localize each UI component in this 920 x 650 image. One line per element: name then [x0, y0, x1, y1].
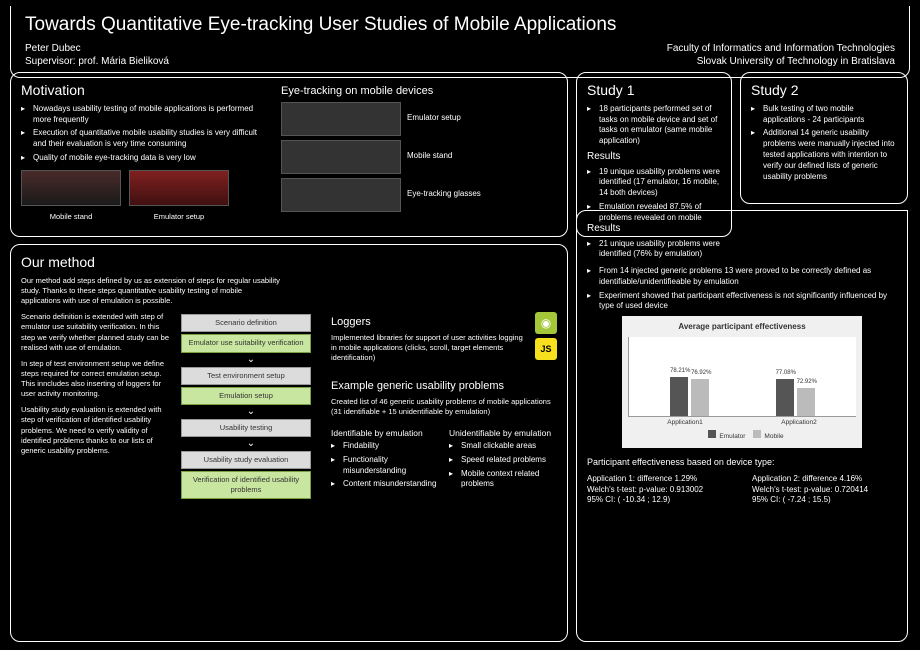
flow-step: Scenario definition [181, 314, 311, 332]
flow-step: Test environment setup [181, 367, 311, 385]
motivation-bullet: Nowadays usability testing of mobile app… [21, 104, 271, 126]
example-text: Created list of 46 generic usability pro… [331, 397, 557, 417]
motivation-title: Motivation [21, 81, 271, 100]
flow-step: Usability study evaluation [181, 451, 311, 469]
logger-icons: ◉ JS [535, 312, 557, 360]
poster-title: Towards Quantitative Eye-tracking User S… [25, 12, 895, 38]
ident-head: Identifiable by emulation [331, 428, 439, 439]
devices-heading: Eye-tracking on mobile devices [281, 84, 557, 99]
method-flow: Scenario definition Emulator use suitabi… [181, 312, 321, 501]
chevron-down-icon: ⌄ [181, 355, 321, 365]
identifiable-col: Identifiable by emulation Findability Fu… [331, 424, 439, 494]
stats-line: Welch's t-test: p-value: 0.913002 [587, 485, 732, 496]
poster-root: Towards Quantitative Eye-tracking User S… [0, 0, 920, 650]
stats-app1: Application 1: difference 1.29% Welch's … [587, 474, 732, 506]
study2-bullet: Additional 14 generic usability problems… [751, 128, 897, 182]
motivation-bullet: Quality of mobile eye-tracking data is v… [21, 153, 271, 164]
method-intro: Our method add steps defined by us as ex… [21, 276, 281, 306]
results-bullet: Experiment showed that participant effec… [587, 291, 897, 313]
android-icon: ◉ [535, 312, 557, 334]
header-left: Peter Dubec Supervisor: prof. Mária Biel… [25, 42, 169, 69]
unidentifiable-col: Unidentifiable by emulation Small clicka… [449, 424, 557, 494]
study2-panel: Study 2 Bulk testing of two mobile appli… [740, 72, 908, 204]
stats-line: Application 1: difference 1.29% [587, 474, 732, 485]
method-panel: Our method Our method add steps defined … [10, 244, 568, 642]
motivation-bullet: Execution of quantitative mobile usabili… [21, 128, 271, 150]
study1-bullet: 18 participants performed set of tasks o… [587, 104, 721, 147]
stats-line: 95% CI: ( -7.24 ; 15.5) [752, 495, 897, 506]
image-emulator-setup: Emulator setup [129, 170, 229, 222]
stats-line: 95% CI: ( -10.34 ; 12.9) [587, 495, 732, 506]
chevron-down-icon: ⌄ [181, 407, 321, 417]
faculty-name: Faculty of Informatics and Information T… [667, 42, 895, 56]
loggers-text: Implemented libraries for support of use… [331, 333, 527, 363]
unident-item: Speed related problems [449, 455, 557, 466]
stats-line: Welch's t-test: p-value: 0.720414 [752, 485, 897, 496]
chart-title: Average participant effectiveness [628, 322, 856, 333]
device-row-glasses: Eye-tracking glasses [281, 178, 557, 212]
header-right: Faculty of Informatics and Information T… [667, 42, 895, 69]
results-panel: Results 21 unique usability problems wer… [576, 210, 908, 642]
results-bullet: 21 unique usability problems were identi… [587, 239, 747, 261]
method-p3: Usability study evaluation is extended w… [21, 405, 171, 456]
motivation-images: Mobile stand Emulator setup [21, 170, 271, 222]
loggers-heading: Loggers [331, 315, 527, 330]
device-row-emulator: Emulator setup [281, 102, 557, 136]
ident-item: Functionality misunderstanding [331, 455, 439, 477]
header-panel: Towards Quantitative Eye-tracking User S… [10, 6, 910, 78]
motivation-bullets: Nowadays usability testing of mobile app… [21, 104, 271, 164]
stats-line: Application 2: difference 4.16% [752, 474, 897, 485]
js-icon: JS [535, 338, 557, 360]
university-name: Slovak University of Technology in Brati… [667, 55, 895, 69]
chevron-down-icon: ⌄ [181, 439, 321, 449]
method-right-col: Loggers Implemented libraries for suppor… [331, 312, 557, 501]
device-row-stand: Mobile stand [281, 140, 557, 174]
author-name: Peter Dubec [25, 42, 169, 56]
stats-heading: Participant effectiveness based on devic… [587, 456, 897, 468]
stats-app2: Application 2: difference 4.16% Welch's … [752, 474, 897, 506]
example-heading: Example generic usability problems [331, 379, 557, 394]
study1-bullet: 19 unique usability problems were identi… [587, 167, 721, 199]
flow-step-new: Emulator use suitability verification [181, 334, 311, 352]
unident-item: Mobile context related problems [449, 469, 557, 491]
flow-step-new: Verification of identified usability pro… [181, 471, 311, 499]
unident-head: Unidentifiable by emulation [449, 428, 557, 439]
effectiveness-chart: Average participant effectiveness 78.21%… [622, 316, 862, 447]
method-title: Our method [21, 253, 557, 272]
study2-title: Study 2 [751, 81, 897, 100]
ident-item: Content misunderstanding [331, 479, 439, 490]
supervisor-name: Supervisor: prof. Mária Bieliková [25, 55, 169, 69]
flow-step-new: Emulation setup [181, 387, 311, 405]
method-left-col: Scenario definition is extended with ste… [21, 312, 171, 501]
method-p2: In step of test environment setup we def… [21, 359, 171, 400]
header-row: Peter Dubec Supervisor: prof. Mária Biel… [25, 42, 895, 69]
ident-item: Findability [331, 441, 439, 452]
study1-results-label: Results [587, 150, 721, 164]
flow-step: Usability testing [181, 419, 311, 437]
method-p1: Scenario definition is extended with ste… [21, 312, 171, 353]
motivation-panel: Motivation Nowadays usability testing of… [10, 72, 568, 237]
unident-item: Small clickable areas [449, 441, 557, 452]
study1-title: Study 1 [587, 81, 721, 100]
results-extra-label: Results [587, 222, 747, 236]
results-bullet: From 14 injected generic problems 13 wer… [587, 266, 897, 288]
image-mobile-stand: Mobile stand [21, 170, 121, 222]
study2-bullet: Bulk testing of two mobile applications … [751, 104, 897, 126]
